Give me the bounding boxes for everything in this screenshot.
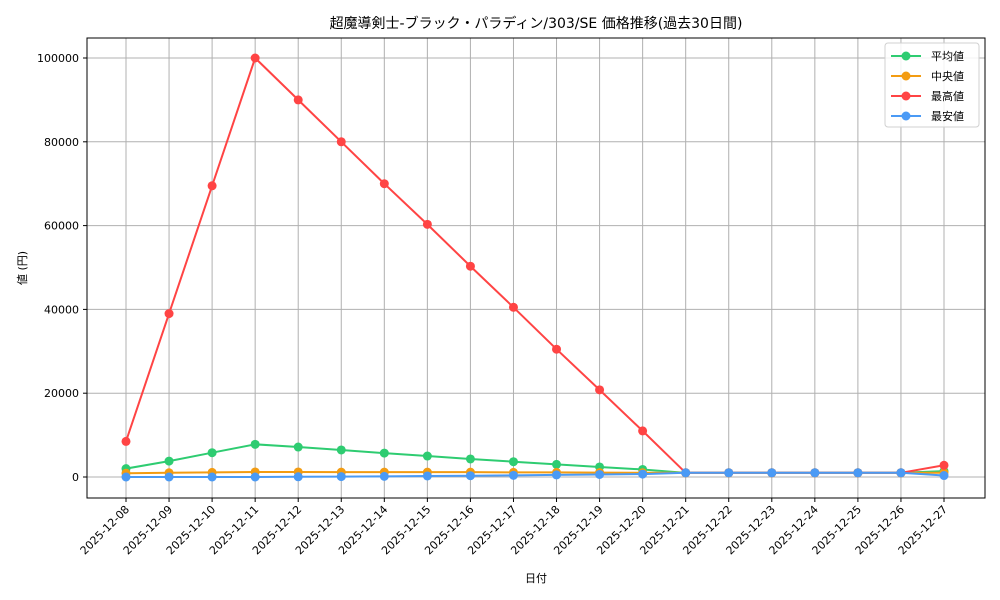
data-point (508, 470, 518, 480)
legend-label: 中央値 (931, 70, 964, 83)
legend-label: 平均値 (931, 50, 964, 63)
data-point (508, 457, 518, 467)
data-point (336, 137, 346, 147)
data-point (638, 469, 648, 479)
series-最高値 (121, 53, 949, 478)
data-point (164, 472, 174, 482)
data-point (250, 439, 260, 449)
legend-label: 最安値 (931, 109, 964, 123)
data-point (250, 472, 260, 482)
y-axis-label: 値 (円) (16, 251, 29, 285)
data-point (293, 472, 303, 482)
data-point (896, 468, 906, 478)
data-point (121, 472, 131, 482)
data-point (595, 385, 605, 395)
data-point (681, 468, 691, 478)
data-point (207, 181, 217, 191)
y-tick-label: 40000 (44, 303, 79, 316)
chart-title: 超魔導剣士-ブラック・パラディン/303/SE 価格推移(過去30日間) (330, 15, 743, 32)
y-axis-ticks: 0 20000 40000 60000 80000 100000 (37, 52, 87, 484)
data-point (422, 451, 432, 461)
data-point (207, 472, 217, 482)
y-tick-label: 0 (72, 471, 79, 484)
data-point (767, 468, 777, 478)
y-tick-label: 100000 (37, 52, 79, 65)
data-point (336, 472, 346, 482)
data-point (293, 95, 303, 105)
data-point (595, 469, 605, 479)
data-point (164, 456, 174, 466)
legend-marker-icon (901, 111, 911, 121)
data-point (422, 471, 432, 481)
legend-item: 最安値 (891, 109, 964, 123)
legend-marker-icon (901, 71, 911, 81)
legend-item: 平均値 (891, 50, 964, 63)
data-point (379, 448, 389, 458)
series-line (125, 56, 945, 474)
data-point (422, 219, 432, 229)
plot-frame (86, 37, 986, 499)
data-point (552, 344, 562, 354)
data-point (552, 459, 562, 469)
series-line (125, 443, 945, 474)
data-point (939, 460, 949, 470)
data-point (465, 261, 475, 271)
series-group (121, 53, 949, 482)
data-point (121, 436, 131, 446)
data-point (164, 309, 174, 319)
data-point (853, 468, 863, 478)
x-axis-ticks: 2025-12-082025-12-092025-12-102025-12-11… (78, 498, 950, 557)
data-point (508, 302, 518, 312)
y-tick-label: 60000 (44, 220, 79, 233)
data-point (336, 445, 346, 455)
data-point (379, 179, 389, 189)
data-point (293, 442, 303, 452)
legend-item: 中央値 (891, 70, 964, 83)
data-point (379, 471, 389, 481)
data-point (207, 448, 217, 458)
data-point (552, 470, 562, 480)
legend-label: 最高値 (931, 89, 964, 103)
legend-item: 最高値 (891, 89, 964, 103)
x-axis-label: 日付 (525, 572, 547, 585)
data-point (465, 454, 475, 464)
grid-lines (87, 38, 985, 498)
series-line (126, 471, 945, 478)
y-tick-label: 20000 (44, 387, 79, 400)
data-point (810, 468, 820, 478)
data-point (638, 426, 648, 436)
data-point (250, 53, 260, 63)
y-tick-label: 80000 (44, 136, 79, 149)
legend-marker-icon (901, 51, 911, 61)
data-point (724, 468, 734, 478)
legend-box (884, 42, 980, 128)
data-point (465, 471, 475, 481)
series-最安値 (121, 468, 949, 482)
data-point (939, 471, 949, 481)
legend-marker-icon (901, 91, 911, 101)
